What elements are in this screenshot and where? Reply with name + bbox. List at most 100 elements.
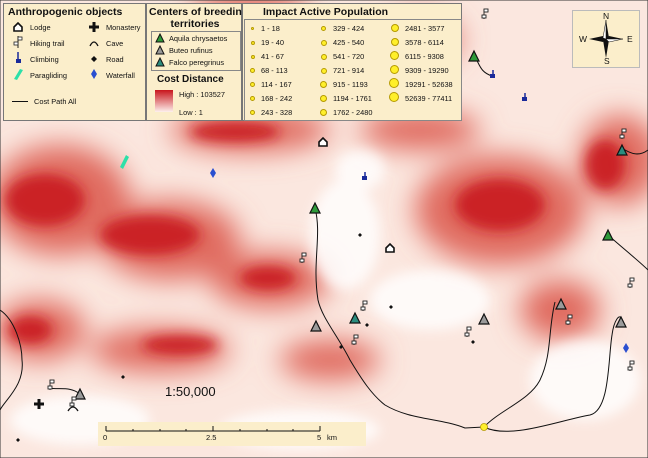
scale-bar-graphic — [105, 426, 321, 432]
impact-dot-icon — [251, 55, 255, 59]
legend-impact-panel: Impact Active Population 1 - 18 19 - 40 … — [242, 3, 462, 121]
impact-class-label: 52639 - 77411 — [405, 94, 453, 103]
impact-dot-icon — [390, 65, 399, 74]
legend-cost-low: Low : 1 — [179, 108, 203, 117]
legend-anthropogenic-panel: Anthropogenic objects Lodge Monastery Hi… — [3, 3, 146, 121]
legend-monastery-label: Monastery — [106, 23, 141, 32]
buteo-rufinus-marker[interactable] — [615, 315, 627, 328]
falco-peregrinus-marker[interactable] — [349, 311, 361, 324]
legend-paragliding-label: Paragliding — [30, 71, 67, 80]
legend-cost-high: High : 103527 — [179, 90, 226, 99]
legend-breeding-title-2: territories — [170, 18, 220, 30]
paragliding-marker[interactable] — [120, 155, 129, 169]
climbing-marker[interactable] — [362, 172, 367, 180]
cost-path-line — [314, 207, 485, 429]
compass-west: W — [579, 34, 588, 44]
impact-class-label: 541 - 720 — [333, 52, 365, 61]
road-diamond-icon — [88, 53, 100, 65]
aquila-chrysaetos-marker[interactable] — [602, 228, 614, 241]
impact-dot-icon — [320, 109, 327, 116]
impact-dot-icon — [321, 40, 327, 46]
scale-tick-5: 5 — [317, 433, 322, 442]
legend-lodge-label: Lodge — [30, 23, 51, 32]
impact-dot-icon — [321, 26, 326, 31]
cost-path-line — [483, 316, 623, 432]
impact-class-label: 329 - 424 — [333, 24, 365, 33]
impact-population-marker[interactable] — [480, 423, 488, 431]
buteo-rufinus-marker[interactable] — [478, 312, 490, 325]
cost-path-line-icon — [12, 101, 28, 102]
legend-waterfall-label: Waterfall — [106, 71, 135, 80]
trail-sign-icon — [12, 36, 24, 48]
impact-class-label: 19291 - 52638 — [405, 80, 453, 89]
falco-triangle-icon — [154, 56, 166, 68]
impact-class-label: 168 - 242 — [261, 94, 293, 103]
legend-cost-title: Cost Distance — [157, 74, 224, 85]
falco-peregrinus-marker[interactable] — [616, 143, 628, 156]
legend-anthropogenic-title: Anthropogenic objects — [8, 6, 123, 18]
impact-dot-icon — [250, 68, 255, 73]
impact-class-label: 1194 - 1761 — [333, 94, 372, 103]
buteo-rufinus-marker[interactable] — [310, 319, 322, 332]
impact-dot-icon — [390, 51, 399, 60]
compass-north: N — [603, 11, 610, 21]
impact-classes-box: 1 - 18 19 - 40 41 - 67 68 - 113 114 - 16… — [244, 19, 462, 121]
waterfall-marker[interactable] — [623, 343, 629, 353]
road-markers — [16, 233, 475, 442]
impact-class-label: 3578 - 6114 — [405, 38, 444, 47]
impact-dot-icon — [321, 54, 327, 60]
impact-class-label: 1762 - 2480 — [333, 108, 373, 117]
lodge-marker[interactable] — [318, 136, 328, 147]
legend-aquila-label: Aquila chrysaetos — [169, 34, 228, 43]
monastery-marker[interactable] — [34, 399, 44, 409]
impact-dot-icon — [250, 96, 255, 101]
legend-falco-label: Falco peregrinus — [169, 58, 225, 67]
legend-impact-title: Impact Active Population — [263, 6, 389, 18]
legend-climbing-label: Climbing — [30, 55, 59, 64]
impact-dot-icon — [391, 38, 399, 46]
impact-class-label: 2481 - 3577 — [405, 24, 445, 33]
impact-class-label: 68 - 113 — [261, 66, 288, 75]
legend-road-label: Road — [106, 55, 124, 64]
compass-south: S — [604, 56, 610, 66]
cave-marker[interactable] — [67, 406, 79, 412]
cost-gradient-swatch — [155, 90, 173, 112]
impact-dot-icon — [391, 24, 399, 32]
legend-breeding-title-1: Centers of breeding — [149, 6, 249, 18]
aquila-chrysaetos-marker[interactable] — [468, 49, 480, 62]
legend-cave-label: Cave — [106, 39, 124, 48]
impact-dot-icon — [321, 68, 327, 74]
impact-class-label: 19 - 40 — [261, 38, 285, 47]
aquila-chrysaetos-marker[interactable] — [309, 201, 321, 214]
breeding-species-box: Aquila chrysaetos Buteo rufinus Falco pe… — [151, 31, 241, 71]
aquila-triangle-icon — [154, 32, 166, 44]
buteo-triangle-icon — [154, 44, 166, 56]
legend-breeding-panel: Centers of breeding territories Aquila c… — [146, 3, 249, 121]
impact-dot-icon — [250, 82, 255, 87]
climbing-marker[interactable] — [522, 93, 527, 101]
impact-class-label: 1 - 18 — [261, 24, 280, 33]
impact-class-label: 721 - 914 — [333, 66, 365, 75]
legend-buteo-label: Buteo rufinus — [169, 46, 213, 55]
scale-unit: km — [327, 433, 337, 442]
scale-tick-0: 0 — [103, 433, 108, 442]
lodge-marker[interactable] — [385, 242, 395, 253]
compass-east: E — [627, 34, 633, 44]
impact-dot-icon — [320, 81, 327, 88]
impact-dot-icon — [251, 27, 254, 30]
buteo-rufinus-marker[interactable] — [555, 297, 567, 310]
legend-hiking-label: Hiking trail — [30, 39, 65, 48]
climbing-marker[interactable] — [490, 70, 495, 78]
impact-dot-icon — [389, 78, 399, 88]
cross-icon — [88, 21, 100, 33]
impact-class-label: 425 - 540 — [333, 38, 365, 47]
buteo-rufinus-marker[interactable] — [74, 387, 86, 400]
cost-path-line — [483, 301, 556, 428]
cave-icon — [88, 37, 100, 49]
impact-class-label: 114 - 167 — [261, 80, 292, 89]
impact-class-label: 915 - 1193 — [333, 80, 368, 89]
scale-bar: 0 2.5 5 km — [98, 422, 366, 446]
waterfall-marker[interactable] — [210, 168, 216, 178]
